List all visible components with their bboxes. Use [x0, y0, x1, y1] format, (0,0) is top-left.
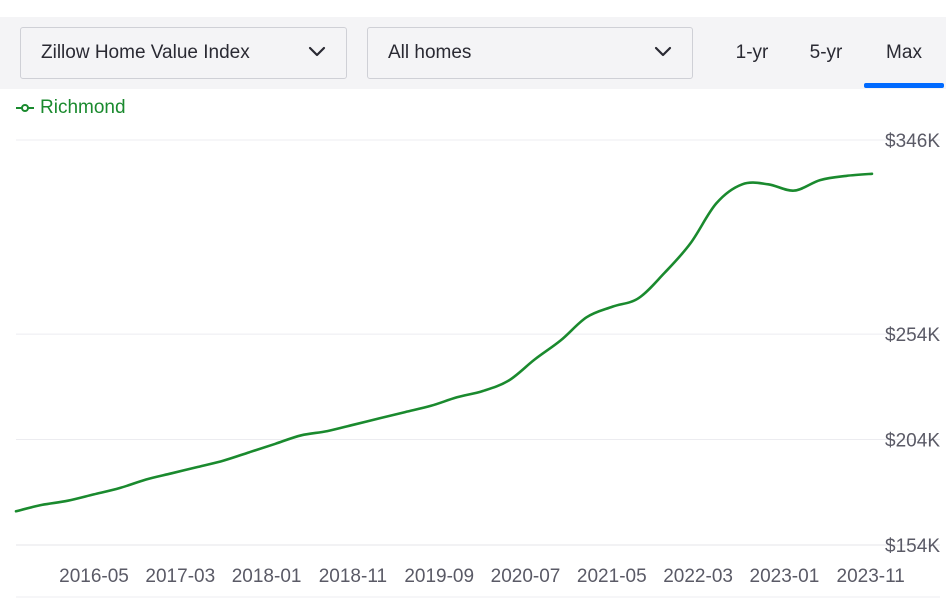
y-axis-ticks: $346K $254K $204K $154K: [885, 131, 940, 557]
metric-select-value: Zillow Home Value Index: [41, 42, 250, 63]
chart-toolbar: Zillow Home Value Index All homes 1-yr 5…: [0, 17, 946, 89]
range-5yr-button[interactable]: 5-yr: [809, 42, 843, 63]
x-tick-label: 2022-03: [663, 566, 733, 587]
metric-select[interactable]: Zillow Home Value Index: [20, 27, 347, 79]
x-tick-label: 2023-01: [750, 566, 820, 587]
series-marker-icon: [16, 103, 34, 112]
y-tick-label: $154K: [885, 536, 940, 557]
legend-label: Richmond: [40, 97, 126, 118]
series-layer: [14, 172, 874, 513]
gridlines: [16, 139, 940, 598]
home-type-select-value: All homes: [388, 42, 472, 63]
x-tick-label: 2021-05: [577, 566, 647, 587]
chevron-down-icon: [308, 46, 326, 57]
x-tick-label: 2019-09: [404, 566, 474, 587]
range-max-button[interactable]: Max: [886, 42, 922, 63]
active-range-indicator: [864, 83, 944, 88]
y-tick-label: $254K: [885, 325, 940, 346]
y-tick-label: $204K: [885, 431, 940, 452]
y-tick-label: $346K: [885, 131, 940, 152]
range-1yr-button[interactable]: 1-yr: [735, 42, 769, 63]
chart-legend: Richmond: [16, 97, 126, 121]
x-tick-label: 2016-05: [59, 566, 129, 587]
x-tick-label: 2020-07: [491, 566, 561, 587]
home-type-select[interactable]: All homes: [367, 27, 693, 79]
x-tick-label: 2018-01: [232, 566, 302, 587]
x-tick-label: 2023-11: [837, 566, 905, 587]
chevron-down-icon: [654, 46, 672, 57]
series-line-richmond[interactable]: [14, 172, 874, 513]
x-tick-label: 2018-11: [319, 566, 387, 587]
x-tick-label: 2017-03: [145, 566, 215, 587]
x-axis-ticks: 2016-05 2017-03 2018-01 2018-11 2019-09 2020-…: [59, 566, 905, 587]
